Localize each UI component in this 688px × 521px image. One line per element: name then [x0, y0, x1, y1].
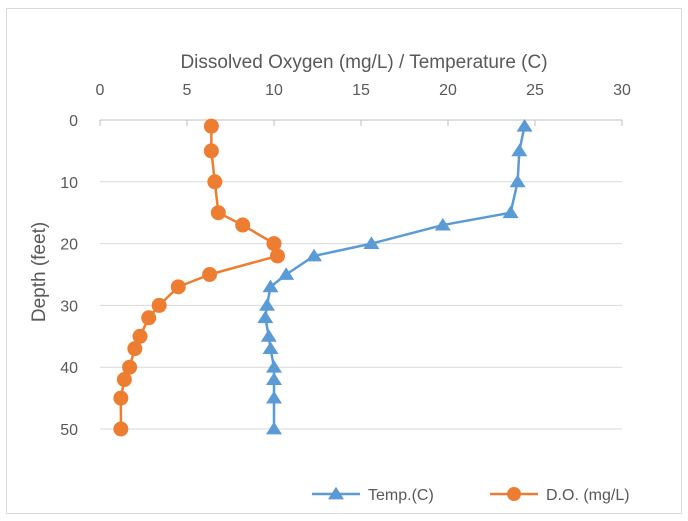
legend-layer: Temp.(C) D.O. (mg/L) [312, 486, 630, 504]
point-do-14 [116, 372, 132, 388]
x-tick-label-5: 5 [183, 82, 192, 99]
point-temp-3 [502, 205, 519, 219]
point-do-9 [151, 297, 167, 313]
point-do-7 [202, 267, 218, 282]
point-do-6 [269, 248, 285, 264]
point-do-11 [132, 328, 148, 344]
point-temp-15 [266, 390, 282, 404]
x-axis-title: Dissolved Oxygen (mg/L) / Temperature (C… [180, 52, 547, 73]
legend-label-do: D.O. (mg/L) [546, 487, 630, 504]
point-temp-0 [516, 118, 533, 132]
x-tick-label-0: 0 [96, 82, 105, 99]
y-axis-title: Depth (feet) [29, 222, 50, 322]
y-tick-label-50: 50 [60, 422, 78, 439]
y-tick-label-40: 40 [60, 360, 78, 377]
point-temp-10 [257, 310, 274, 324]
point-temp-1 [511, 143, 528, 157]
point-temp-14 [266, 372, 282, 385]
y-tick-label-20: 20 [60, 237, 78, 254]
x-tick-label-25: 25 [526, 82, 544, 99]
x-tick-label-20: 20 [439, 82, 457, 99]
point-do-1 [203, 143, 219, 159]
legend-label-temp: Temp.(C) [368, 487, 434, 504]
series-layer [113, 118, 533, 437]
point-temp-5 [363, 236, 380, 249]
point-do-2 [207, 174, 223, 190]
point-temp-4 [434, 217, 451, 231]
point-temp-6 [306, 248, 323, 262]
x-tick-label-30: 30 [613, 82, 631, 99]
y-tick-label-30: 30 [60, 298, 78, 315]
point-do-15 [113, 390, 129, 406]
point-do-3 [210, 205, 226, 221]
point-temp-2 [509, 174, 526, 188]
y-tick-label-0: 0 [69, 113, 78, 130]
legend-marker-temp [328, 486, 344, 500]
x-tick-label-10: 10 [265, 82, 283, 99]
point-do-10 [141, 310, 157, 326]
axis-layer: 0 10 20 30 40 50 0 5 10 15 20 25 30 [60, 82, 631, 439]
point-do-4 [235, 217, 251, 233]
point-temp-9 [259, 298, 276, 311]
point-do-5 [266, 236, 282, 252]
point-do-16 [113, 421, 129, 437]
point-temp-16 [266, 421, 282, 435]
point-do-0 [203, 118, 219, 134]
y-tick-label-10: 10 [60, 175, 78, 192]
point-do-8 [170, 279, 186, 295]
series-line-do [119, 126, 279, 429]
point-temp-13 [266, 360, 282, 373]
point-do-13 [122, 359, 138, 375]
legend-marker-do [507, 487, 521, 501]
point-temp-12 [262, 341, 279, 355]
series-line-temp [264, 125, 526, 429]
point-temp-8 [262, 279, 279, 293]
grid-layer [100, 119, 622, 430]
x-tick-label-15: 15 [352, 82, 370, 99]
point-do-12 [127, 341, 143, 357]
point-temp-7 [278, 267, 295, 280]
point-temp-11 [260, 329, 277, 342]
